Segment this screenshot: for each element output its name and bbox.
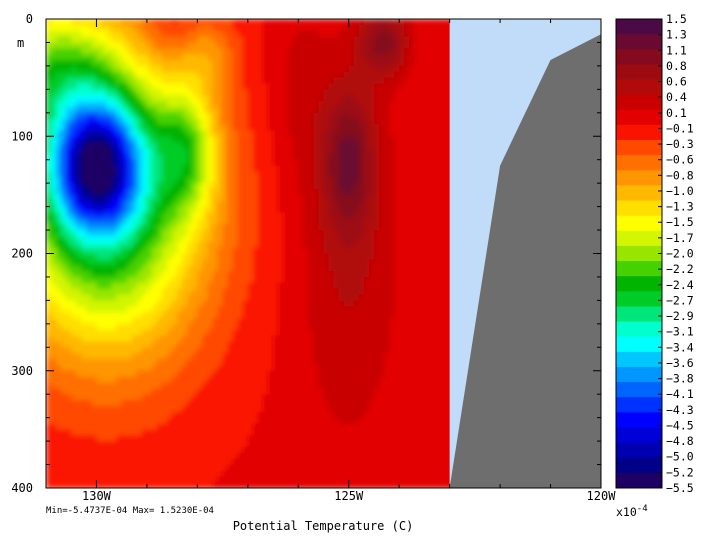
colorbar-exponent: x10-4 [616,504,648,519]
colorbar-swatch [616,124,662,141]
colorbar-level-label: 1.5 [666,12,687,26]
colorbar-level-label: −3.8 [666,372,694,386]
contour-field [46,19,456,488]
colorbar-level-label: −2.2 [666,262,694,276]
land-region [449,34,601,488]
colorbar-swatch [616,200,662,217]
colorbar-swatch [616,170,662,186]
y-tick-label: 100 [11,129,33,143]
colorbar-level-label: −4.1 [666,387,694,401]
colorbar-swatch [616,79,662,96]
colorbar-swatch [616,230,662,247]
colorbar-level-label: 0.4 [666,90,687,104]
colorbar-swatch [616,472,662,489]
x-axis: 130W 125W 120W [45,19,617,503]
colorbar-exponent-power: -4 [637,504,648,514]
colorbar-swatch [616,336,662,353]
colorbar-level-label: −1.3 [666,200,694,214]
colorbar-swatch [616,351,662,368]
colorbar-level-label: −3.1 [666,325,694,339]
colorbar-level-label: −0.8 [666,168,694,182]
colorbar-swatch [616,366,662,383]
x-tick-label: 130W [82,489,112,503]
colorbar-swatch [616,306,662,322]
colorbar-swatch [616,185,662,201]
colorbar-level-label: −2.9 [666,309,694,323]
colorbar-level-label: −4.3 [666,403,694,417]
colorbar-swatch [616,457,662,474]
x-tick-label: 120W [587,489,617,503]
y-tick-label: 400 [11,481,33,495]
colorbar-swatch [616,64,662,80]
y-tick-label: 0 [26,12,33,26]
colorbar-level-label: −0.6 [666,153,694,167]
colorbar-level-label: −1.5 [666,215,694,229]
colorbar-level-label: −4.8 [666,434,694,448]
colorbar-swatch [616,442,662,459]
colorbar-level-label: 0.1 [666,106,687,120]
colorbar-level-label: 0.8 [666,59,687,73]
colorbar-level-label: 1.3 [666,28,687,42]
colorbar-level-label: −4.5 [666,418,694,432]
colorbar-level-label: −5.5 [666,481,694,495]
colorbar-swatch [616,140,662,156]
colorbar-swatch [616,155,662,171]
colorbar-swatch [616,412,662,428]
colorbar-level-label: −1.0 [666,184,694,198]
colorbar-swatch [616,34,662,50]
colorbar-level-label: −1.7 [666,231,694,245]
colorbar-level-label: −0.3 [666,137,694,151]
colorbar-swatch [616,109,662,126]
colorbar-level-label: 1.1 [666,43,687,57]
colorbar-swatch [616,94,662,111]
colorbar: 1.5 1.31.1 0.8 0.60.4 0.1−0.1 −0.3 −0.6−0.8 −1.… [615,12,694,495]
colorbar-swatch [616,321,662,338]
colorbar-exponent-base: x10 [616,505,637,519]
colorbar-swatch [616,261,662,277]
colorbar-swatch [616,291,662,307]
y-tick-label: 200 [11,247,33,261]
colorbar-level-label: −3.4 [666,340,694,354]
x-axis-label: Potential Temperature (C) [233,519,414,533]
colorbar-swatch [616,427,662,444]
x-tick-label: 125W [334,489,364,503]
colorbar-swatch [616,276,662,292]
colorbar-level-label: −3.6 [666,356,694,370]
colorbar-swatch [616,215,662,232]
colorbar-level-label: −2.4 [666,278,694,292]
colorbar-swatch [616,49,662,65]
y-tick-label: 300 [11,364,33,378]
stats-text: Min=-5.4737E-04 Max= 1.5230E-04 [46,506,214,516]
colorbar-level-label: −2.0 [666,247,694,261]
y-axis-label: m [17,36,24,50]
colorbar-swatch [616,19,662,35]
colorbar-level-label: −5.0 [666,450,694,464]
plot-area [46,19,601,488]
colorbar-swatch [616,397,662,413]
colorbar-level-label: −5.2 [666,465,694,479]
colorbar-level-label: −0.1 [666,121,694,135]
colorbar-level-label: 0.6 [666,75,687,89]
y-axis: 0 100 200 300 400 [11,12,601,495]
colorbar-level-label: −2.7 [666,293,694,307]
colorbar-swatch [616,382,662,398]
colorbar-swatch [616,245,662,262]
